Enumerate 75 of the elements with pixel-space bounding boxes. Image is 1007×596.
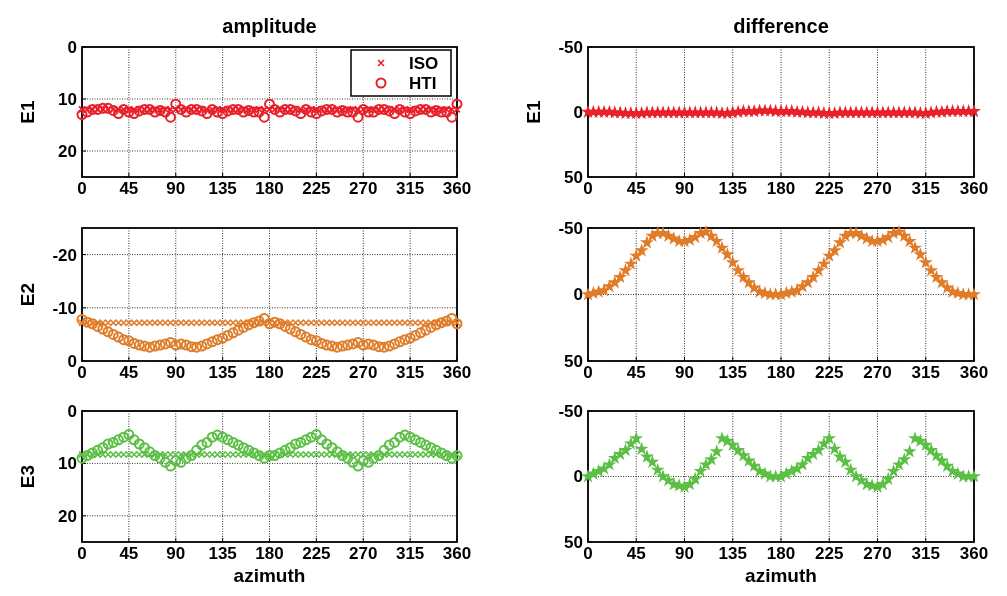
x-tick-label: 180 (255, 363, 284, 382)
x-tick-label: 45 (626, 179, 646, 198)
x-axis-title: azimuth (233, 565, 306, 586)
x-tick-label: 90 (166, 544, 186, 563)
x-tick-label: 135 (208, 363, 237, 382)
x-tick-label: 135 (718, 179, 747, 198)
y-tick-label: 0 (573, 285, 583, 305)
y-tick-label: 20 (58, 141, 77, 161)
x-tick-label: 225 (815, 363, 844, 382)
y-tick-label: 10 (58, 454, 77, 474)
y-tick-label: -20 (52, 245, 77, 265)
x-tick-label: 270 (349, 363, 378, 382)
x-tick-label: 270 (349, 179, 378, 198)
x-tick-label: 360 (442, 363, 472, 382)
y-tick-label: 0 (573, 102, 583, 122)
legend-label: ISO (409, 53, 439, 73)
y-tick-label: 50 (564, 351, 583, 371)
x-tick-label: 90 (675, 363, 694, 382)
y-tick-label: -50 (558, 218, 583, 238)
x-tick-label: 360 (959, 179, 989, 198)
x-tick-label: 180 (766, 363, 796, 382)
x-tick-label: 225 (815, 544, 844, 563)
x-tick-label: 315 (395, 179, 425, 198)
x-tick-label: 225 (302, 544, 331, 563)
y-tick-label: 0 (67, 401, 77, 421)
y-tick-label: -50 (558, 401, 583, 421)
x-tick-label: 90 (166, 179, 186, 198)
x-tick-label: 90 (675, 544, 694, 563)
y-tick-label: 50 (564, 532, 583, 552)
x-tick-label: 180 (255, 544, 284, 563)
x-tick-label: 45 (119, 544, 139, 563)
y-axis-title: E1 (17, 99, 38, 124)
x-tick-label: 45 (626, 363, 646, 382)
x-tick-label: 45 (119, 363, 139, 382)
y-axis-title: E1 (523, 99, 544, 124)
x-tick-label: 225 (815, 179, 844, 198)
x-tick-label: 180 (766, 544, 796, 563)
x-tick-label: 45 (119, 179, 139, 198)
y-tick-label: -50 (558, 37, 583, 57)
legend-label: HTI (409, 73, 437, 93)
y-axis-title: E2 (17, 282, 38, 307)
x-tick-label: 315 (911, 544, 940, 563)
y-tick-label: -10 (52, 298, 77, 318)
x-tick-label: 270 (863, 363, 892, 382)
y-tick-label: 20 (58, 506, 77, 526)
x-tick-label: 45 (626, 544, 646, 563)
x-tick-label: 315 (911, 179, 940, 198)
y-tick-label: 50 (564, 167, 583, 187)
y-tick-label: 0 (67, 37, 77, 57)
x-tick-label: 270 (349, 544, 378, 563)
x-tick-label: 270 (863, 179, 892, 198)
x-tick-label: 135 (208, 544, 237, 563)
x-tick-label: 360 (959, 363, 989, 382)
x-tick-label: 90 (166, 363, 186, 382)
x-tick-label: 360 (959, 544, 989, 563)
x-tick-label: 315 (911, 363, 940, 382)
x-tick-label: 135 (718, 544, 747, 563)
x-tick-label: 135 (208, 179, 237, 198)
y-axis-title: E3 (17, 464, 38, 489)
y-tick-label: 0 (573, 467, 583, 487)
x-tick-label: 225 (302, 179, 331, 198)
chart-title: amplitude (222, 15, 317, 37)
y-tick-label: 10 (58, 89, 77, 109)
x-tick-label: 180 (255, 179, 284, 198)
x-tick-label: 360 (442, 544, 472, 563)
x-tick-label: 360 (442, 179, 472, 198)
chart-title: difference (733, 15, 829, 37)
x-tick-label: 225 (302, 363, 331, 382)
x-tick-label: 315 (395, 363, 425, 382)
x-tick-label: 315 (395, 544, 425, 563)
x-tick-label: 180 (766, 179, 796, 198)
x-axis-title: azimuth (745, 565, 817, 586)
x-tick-label: 90 (675, 179, 694, 198)
x-tick-label: 270 (863, 544, 892, 563)
x-tick-label: 135 (718, 363, 747, 382)
